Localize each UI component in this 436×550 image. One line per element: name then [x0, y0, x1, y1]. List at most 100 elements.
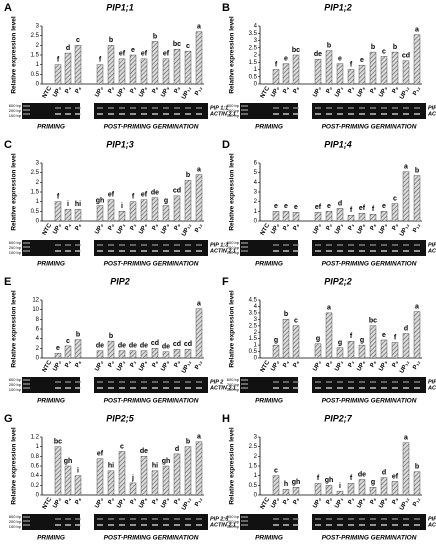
ladder-label: 200 bp	[9, 108, 22, 113]
ladder-label: 200 bp	[9, 245, 22, 250]
bar-letter: f	[275, 61, 278, 68]
ladder-label: 100 bp	[227, 113, 240, 118]
gel-label: ACTIN 2.1	[209, 385, 236, 391]
ladder-label: 600 bp	[227, 514, 240, 519]
y-tick-label: 3	[36, 161, 40, 167]
bar	[380, 211, 388, 222]
bar	[402, 442, 410, 496]
bar-letter: f	[57, 194, 60, 201]
ladder-label: 200 bp	[227, 519, 240, 524]
bar	[272, 344, 280, 359]
bar-letter: a	[415, 303, 419, 310]
y-tick-label: 1	[254, 209, 258, 215]
bar-letter: b	[415, 464, 419, 471]
gel	[240, 240, 298, 256]
x-tick-label: P₉	[174, 360, 183, 369]
bar	[402, 333, 410, 359]
y-tick-label: 0	[254, 82, 258, 88]
bar-letter: c	[186, 43, 190, 50]
bar-letter: e	[382, 332, 386, 339]
y-tick-label: 1	[254, 473, 258, 479]
bar-letter: i	[77, 468, 79, 475]
ladder-label: 200 bp	[9, 519, 22, 524]
x-tick-label: P₆	[152, 360, 161, 369]
panel-letter: H	[222, 413, 230, 425]
bar	[369, 51, 377, 85]
bar	[380, 477, 388, 496]
panel-letter: A	[4, 2, 12, 14]
bar	[151, 470, 159, 496]
x-tick-label: UP₆	[356, 86, 367, 99]
y-tick-label: 4	[254, 304, 258, 310]
bar	[162, 205, 170, 222]
group-label: POST-PRIMING GERMINATION	[104, 124, 199, 131]
bar-letter: c	[120, 443, 124, 450]
x-tick-label: NTC	[260, 85, 272, 99]
y-tick-label: 0.5	[249, 483, 258, 489]
bar	[129, 54, 137, 85]
y-tick-label: 1	[254, 343, 258, 349]
bar-letter: g	[338, 340, 342, 347]
bar-letter: d	[338, 200, 342, 207]
gel-label: PIP 1;2	[428, 105, 436, 111]
y-tick-label: 1	[36, 199, 40, 205]
bar	[184, 349, 192, 359]
x-tick-label: P₉	[174, 223, 183, 232]
x-tick-label: P₀	[326, 223, 335, 232]
x-tick-label: UP₁₂	[399, 223, 411, 238]
bar-letter: e	[284, 203, 288, 210]
bar-letter: a	[197, 301, 201, 308]
y-tick-label: 1	[36, 444, 40, 450]
bar-letter: de	[140, 343, 148, 350]
bar-letter: e	[131, 47, 135, 54]
bar	[162, 58, 170, 85]
bar	[195, 308, 203, 359]
gel	[312, 377, 426, 393]
chart-title: PIP2;7	[324, 413, 353, 423]
y-tick-label: 3	[254, 317, 258, 323]
bar	[358, 213, 366, 222]
x-tick-label: P₈	[292, 497, 301, 506]
y-tick-label: 0	[36, 219, 40, 225]
y-tick-label: 1.2	[31, 435, 40, 441]
x-tick-label: P₀	[108, 360, 117, 369]
y-tick-label: 2.5	[31, 33, 40, 39]
bar	[54, 64, 62, 85]
x-tick-label: UP₃	[334, 360, 345, 373]
x-tick-label: UP₁₂	[399, 86, 411, 101]
x-tick-label: P₃	[130, 497, 139, 506]
y-tick-label: 6	[254, 161, 258, 167]
y-tick-label: 0	[254, 356, 258, 362]
bar	[107, 340, 115, 359]
y-tick-label: 0.4	[31, 473, 40, 479]
bar-letter: f	[350, 61, 353, 68]
bar-letter: gh	[292, 479, 301, 486]
bar-letter: ef	[359, 205, 366, 212]
bar	[369, 214, 377, 222]
x-tick-label: UP₉	[160, 86, 171, 99]
bar	[74, 209, 82, 222]
y-tick-label: 1.5	[31, 190, 40, 196]
bar-letter: de	[129, 343, 137, 350]
bar-letter: hi	[152, 463, 158, 470]
x-tick-label: UP₉	[378, 223, 389, 236]
y-tick-label: 4.5	[249, 298, 258, 304]
x-tick-label: UP₀	[52, 223, 63, 236]
x-tick-label: UP₀	[94, 223, 105, 236]
ladder-label: 200 bp	[227, 108, 240, 113]
ladder-label: 600 bp	[227, 103, 240, 108]
y-tick-label: 0	[36, 82, 40, 88]
x-tick-label: P₀	[108, 223, 117, 232]
x-tick-label: P₈	[292, 223, 301, 232]
x-tick-label: P₀	[326, 86, 335, 95]
bar-letter: c	[294, 318, 298, 325]
bar-letter: j	[131, 475, 134, 482]
y-tick-label: 2.5	[31, 170, 40, 176]
y-tick-label: 0.8	[31, 454, 40, 460]
y-tick-label: 1	[36, 62, 40, 68]
y-tick-label: 8	[36, 317, 40, 323]
x-tick-label: P₃	[130, 360, 139, 369]
bar-letter: d	[175, 446, 179, 453]
y-tick-label: 4	[254, 24, 258, 30]
bar-letter: e	[294, 204, 298, 211]
